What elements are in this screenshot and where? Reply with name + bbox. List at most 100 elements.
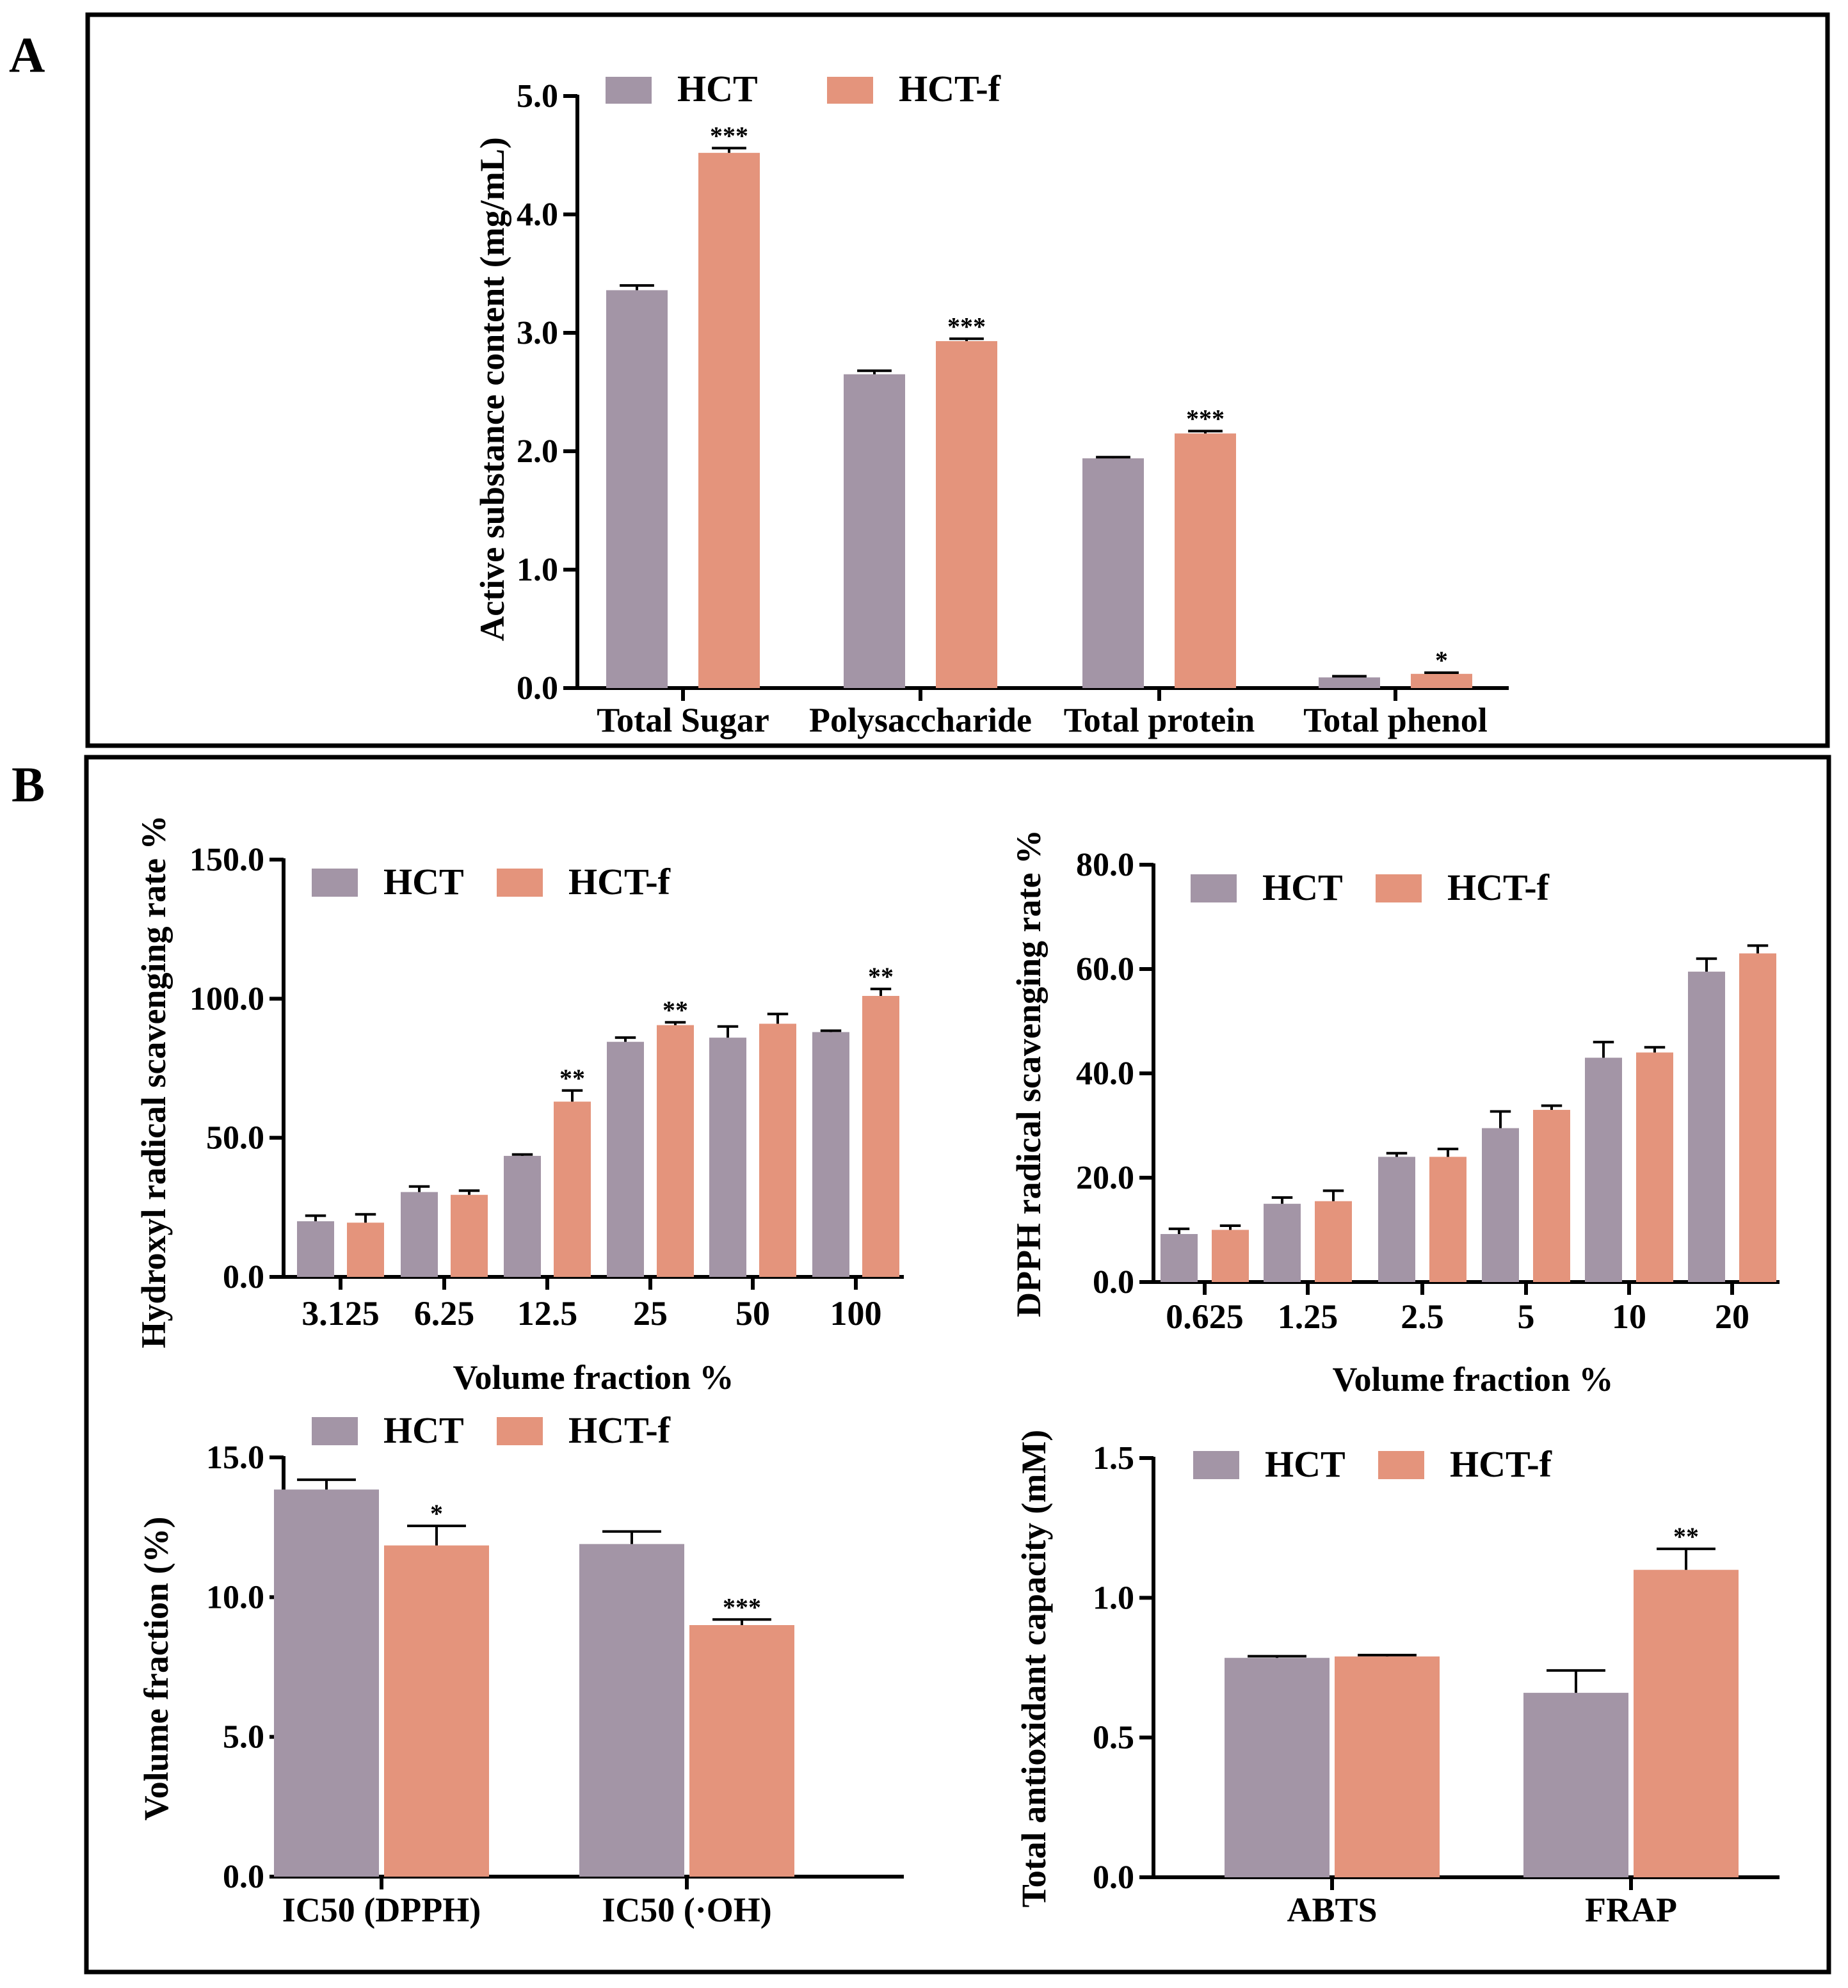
chart-dpph-scavenging: 0.0 20.0 40.0 60.0 80.0 0.625 1.25 2.5 5 10 20 DPPH… [1009,830,1780,1399]
significance-label: *** [947,312,986,341]
x-tick-label: IC50 (DPPH) [282,1891,481,1929]
y-axis-title: DPPH radical scavenging rate % [1009,830,1048,1317]
bar-hct-f [1212,1230,1249,1282]
y-tick-label: 0.5 [1093,1720,1134,1756]
bar-hct [274,1489,379,1877]
x-tick-label: 100 [830,1294,882,1333]
bar-hct-f [1315,1201,1352,1282]
y-tick-label: 150.0 [189,842,264,878]
y-tick-label: 0.0 [1093,1859,1134,1896]
bar-hct [1264,1203,1301,1282]
legend-label: HCT-f [568,861,671,902]
bar-hct [607,1041,644,1277]
bar-hct [1161,1234,1198,1282]
x-tick-label: 25 [633,1294,668,1333]
significance-label: *** [710,121,748,150]
bar-hct-f [1429,1157,1466,1282]
x-tick-label: 12.5 [517,1294,578,1333]
bar-hct-f [1739,953,1776,1282]
x-tick-label: Total protein [1064,701,1255,739]
y-tick-label: 10.0 [206,1579,264,1615]
x-tick-label: 10 [1612,1297,1646,1336]
bar-hct-f [1636,1052,1673,1282]
y-tick-label: 0.0 [223,1259,264,1295]
bar-hct [1523,1692,1628,1877]
bar-hct [812,1032,849,1277]
y-tick-label: 15.0 [206,1439,264,1476]
legend-swatch-hct [1191,874,1237,902]
legend-label: HCT [383,861,464,902]
bar-hct-f [1411,673,1472,688]
bar-hct-f [689,1625,794,1877]
x-axis-title: Volume fraction % [1333,1360,1614,1399]
significance-label: *** [1186,405,1225,433]
x-tick-label: FRAP [1585,1891,1677,1929]
legend-label: HCT [1265,1443,1346,1485]
bar-hct [606,290,668,688]
x-tick-label: ABTS [1287,1891,1377,1929]
bar-hct-f [1533,1110,1570,1282]
bar-hct [1482,1128,1519,1282]
bar-hct-f [1634,1569,1739,1877]
legend-label: HCT [383,1409,464,1451]
x-tick-label: 5 [1518,1297,1535,1336]
bar-hct [579,1544,684,1877]
bar-hct [504,1155,541,1277]
significance-label: ** [663,995,688,1024]
panel-a-frame [85,12,1830,748]
bar-hct-f [451,1194,488,1277]
x-tick-label: Polysaccharide [809,701,1032,739]
y-tick-label: 1.5 [1093,1440,1134,1477]
y-tick-label: 50.0 [206,1120,264,1157]
bar-hct-f [657,1025,694,1277]
legend-swatch-hct-f [497,1417,543,1445]
y-tick-label: 0.0 [223,1859,264,1895]
bar-hct [709,1038,746,1277]
legend-swatch-hct-f [1378,1451,1424,1479]
panel-b-frame [84,755,1831,1975]
y-tick-label: 1.0 [517,552,558,588]
x-tick-label: 20 [1715,1297,1749,1336]
x-tick-label: 1.25 [1278,1297,1338,1336]
legend-swatch-hct-f [497,869,543,897]
significance-label: ** [1673,1522,1699,1551]
bar-hct [1378,1157,1415,1282]
bar-hct-f [384,1545,489,1877]
bar-hct-f [936,341,997,688]
x-tick-label: IC50 (·OH) [602,1891,772,1929]
y-axis-title: Volume fraction (%) [137,1517,175,1821]
bar-hct [844,374,905,688]
legend-swatch-hct [312,1417,358,1445]
bar-hct-f [1175,433,1236,688]
bar-hct-f [862,995,899,1277]
y-tick-label: 5.0 [517,78,558,115]
y-tick-label: 3.0 [517,315,558,351]
x-tick-label: 0.625 [1166,1297,1244,1336]
panel-b-label: B [12,757,45,812]
legend-label: HCT-f [568,1409,671,1451]
y-tick-label: 80.0 [1076,847,1134,883]
significance-label: ** [868,962,894,991]
legend-swatch-hct [1193,1451,1239,1479]
significance-label: ** [559,1064,585,1093]
y-tick-label: 1.0 [1093,1580,1134,1616]
chart-active-substance: 0.0 1.0 2.0 3.0 4.0 5.0 Total Sugar Polysacchar… [473,68,1509,739]
legend-swatch-hct-f [827,77,873,104]
bar-hct-f [347,1222,384,1277]
chart-hydroxyl-scavenging: 0.0 50.0 100.0 150.0 3.125 6.25 12.5 25 50 100 ** *… [134,815,904,1397]
legend-label: HCT-f [1450,1443,1552,1485]
bar-hct [1082,458,1144,688]
x-tick-label: 3.125 [301,1294,380,1333]
bar-hct [1688,972,1725,1282]
y-tick-label: 20.0 [1076,1160,1134,1196]
significance-label: * [1435,646,1448,675]
legend-swatch-hct [606,77,652,104]
bar-hct [1319,677,1380,688]
x-tick-label: Total phenol [1303,701,1488,739]
legend-label: HCT-f [1447,867,1550,908]
legend-swatch-hct [312,869,358,897]
y-axis-title: Active substance content (mg/mL) [473,137,511,641]
x-tick-label: Total Sugar [597,701,769,739]
y-axis-title: Total antioxidant capacity (mM) [1015,1430,1053,1907]
